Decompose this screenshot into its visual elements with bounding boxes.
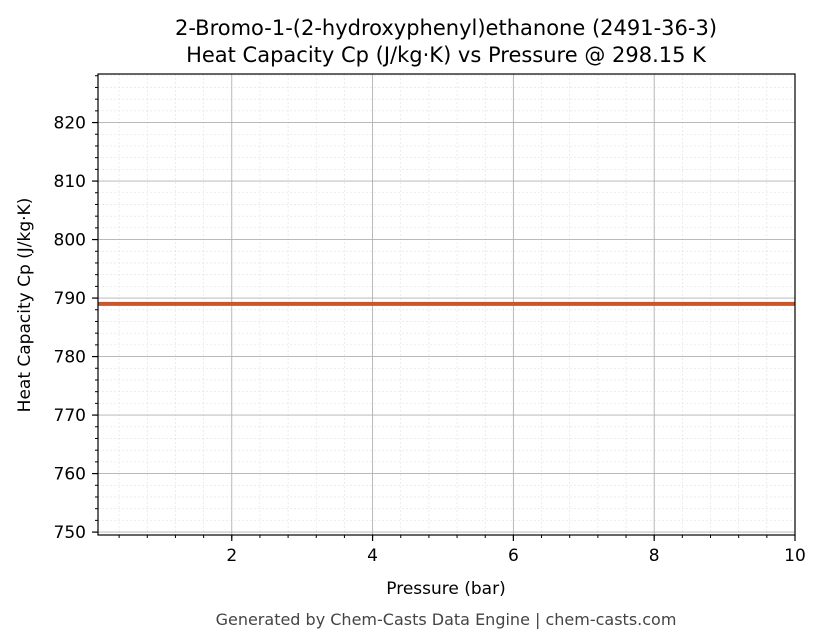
y-axis-label: Heat Capacity Cp (J/kg·K) [15,198,35,413]
y-tick-label: 770 [54,406,86,426]
x-tick-labels: 2 4 6 8 10 [226,546,805,566]
footer-credit: Generated by Chem-Casts Data Engine | ch… [216,610,677,629]
chart-subtitle: Heat Capacity Cp (J/kg·K) vs Pressure @ … [186,43,707,67]
x-tick-label: 2 [226,546,237,566]
x-axis-label: Pressure (bar) [386,579,505,599]
x-tick-label: 4 [367,546,378,566]
x-tick-label: 6 [508,546,519,566]
x-tick-label: 10 [784,546,806,566]
minor-grid [98,74,795,535]
y-tick-label: 790 [54,289,86,309]
y-tick-label: 820 [54,114,86,134]
y-tick-labels: 750 760 770 780 790 800 810 820 [54,114,86,544]
y-tick-label: 750 [54,523,86,543]
y-tick-label: 760 [54,465,86,485]
y-tick-label: 800 [54,231,86,251]
y-tick-label: 810 [54,172,86,192]
x-tick-label: 8 [649,546,660,566]
y-tick-label: 780 [54,348,86,368]
chart-title: 2-Bromo-1-(2-hydroxyphenyl)ethanone (249… [175,16,717,40]
plot-frame [97,73,796,536]
axis-ticks [92,75,796,541]
